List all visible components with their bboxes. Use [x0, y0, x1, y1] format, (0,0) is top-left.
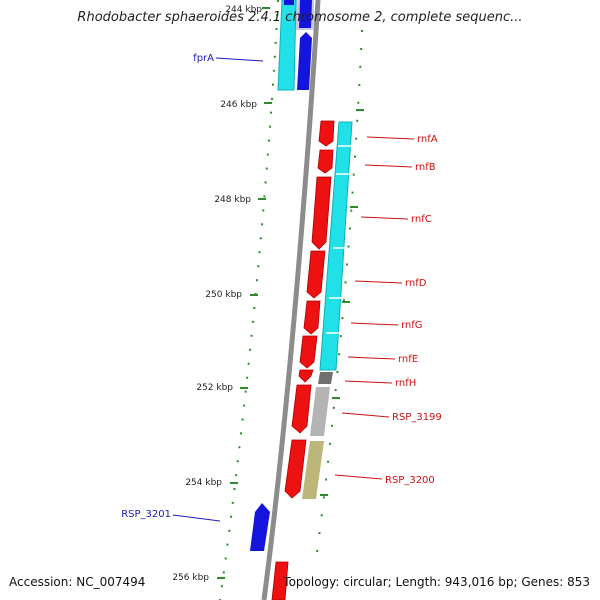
- gene-arrow-RSP_3201[interactable]: [250, 503, 270, 551]
- map-title: Rhodobacter sphaeroides 2.4.1 chromosome…: [77, 10, 523, 25]
- ruler-inner-track: [219, 0, 279, 600]
- gene-label-rnfB[interactable]: rnfB: [415, 162, 436, 173]
- accession-text: Accession: NC_007494: [9, 575, 146, 589]
- gene-arrow[interactable]: [299, 0, 312, 28]
- ruler-label: 256 kbp: [172, 573, 209, 583]
- gene-label-rnfH[interactable]: rnfH: [395, 378, 416, 389]
- gene-arrow-rnfG[interactable]: [303, 300, 321, 335]
- gene-arrow-fprA[interactable]: [297, 32, 312, 90]
- gene-label-RSP_3201[interactable]: RSP_3201: [121, 509, 171, 520]
- cds-feature-RSP_3200[interactable]: [302, 441, 324, 499]
- gene-arrow-rnfD[interactable]: [306, 250, 326, 299]
- cds-feature-fprA[interactable]: [277, 0, 297, 91]
- genome-summary-text: Topology: circular; Length: 943,016 bp; …: [283, 575, 590, 589]
- ruler-label: 252 kbp: [196, 383, 233, 393]
- gene-label-rnfA[interactable]: rnfA: [417, 134, 438, 145]
- gene-arrow-rnfH[interactable]: [298, 369, 314, 383]
- gene-arrow-rnfA[interactable]: [318, 120, 335, 147]
- ruler-label: 254 kbp: [185, 478, 222, 488]
- chromosome-backbone: [261, 0, 321, 600]
- ruler-label: 248 kbp: [214, 195, 251, 205]
- gene-label-rnfE[interactable]: rnfE: [398, 354, 418, 365]
- gene-arrow-rnfE[interactable]: [299, 335, 318, 369]
- gene-label-RSP_3199[interactable]: RSP_3199: [392, 412, 442, 423]
- ruler-label: 246 kbp: [220, 100, 257, 110]
- gene-arrow[interactable]: [284, 0, 294, 5]
- gene-label-RSP_3200[interactable]: RSP_3200: [385, 475, 435, 486]
- gene-arrow-rnfB[interactable]: [317, 149, 334, 174]
- gene-label-fprA[interactable]: fprA: [193, 53, 214, 64]
- cds-feature-rnf[interactable]: [319, 121, 353, 371]
- gene-label-rnfG[interactable]: rnfG: [401, 320, 423, 331]
- gene-arrow-RSP_3200[interactable]: [284, 439, 307, 499]
- ruler-label: 250 kbp: [205, 290, 242, 300]
- gene-label-rnfC[interactable]: rnfC: [411, 214, 432, 225]
- cds-feature-rnfH[interactable]: [318, 372, 333, 384]
- gene-arrow-RSP_3199[interactable]: [291, 384, 312, 434]
- gene-arrow-rnfC[interactable]: [311, 176, 332, 250]
- cds-feature-RSP_3199[interactable]: [310, 387, 330, 436]
- gene-arrow[interactable]: [271, 561, 289, 600]
- ruler-major-ticks: [217, 7, 364, 579]
- ruler-label: 244 kbp: [225, 5, 262, 15]
- gene-label-rnfD[interactable]: rnfD: [405, 278, 427, 289]
